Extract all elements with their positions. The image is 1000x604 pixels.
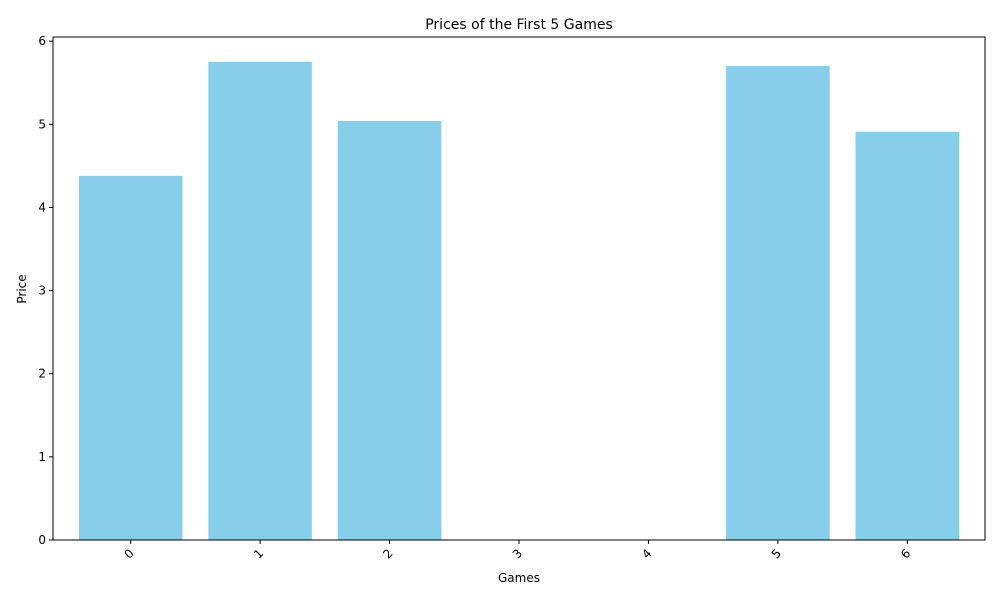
y-tick-label-1: 1 <box>38 450 46 464</box>
y-axis-label: Price <box>15 274 29 303</box>
x-tick-label-4: 4 <box>639 546 654 561</box>
x-axis-label: Games <box>498 571 540 585</box>
x-tick-label-5: 5 <box>769 546 784 561</box>
x-tick-label-2: 2 <box>380 546 395 561</box>
x-tick-label-1: 1 <box>251 546 266 561</box>
y-tick-label-5: 5 <box>38 117 46 131</box>
bar-2 <box>337 120 442 541</box>
y-tick-label-3: 3 <box>38 284 46 298</box>
y-tick-label-4: 4 <box>38 200 46 214</box>
y-tick-label-2: 2 <box>38 367 46 381</box>
bar-5 <box>726 66 830 540</box>
bar-1 <box>208 61 312 541</box>
bar-0 <box>78 175 183 540</box>
y-tick-label-6: 6 <box>38 34 46 48</box>
plot-frame <box>52 36 986 541</box>
x-tick-label-6: 6 <box>898 546 913 561</box>
bars-layer <box>78 61 960 541</box>
x-tick-label-0: 0 <box>121 546 136 561</box>
bar-6 <box>855 131 960 541</box>
y-tick-label-0: 0 <box>38 533 46 547</box>
chart-title: Prices of the First 5 Games <box>425 17 613 33</box>
x-tick-label-3: 3 <box>510 546 525 561</box>
